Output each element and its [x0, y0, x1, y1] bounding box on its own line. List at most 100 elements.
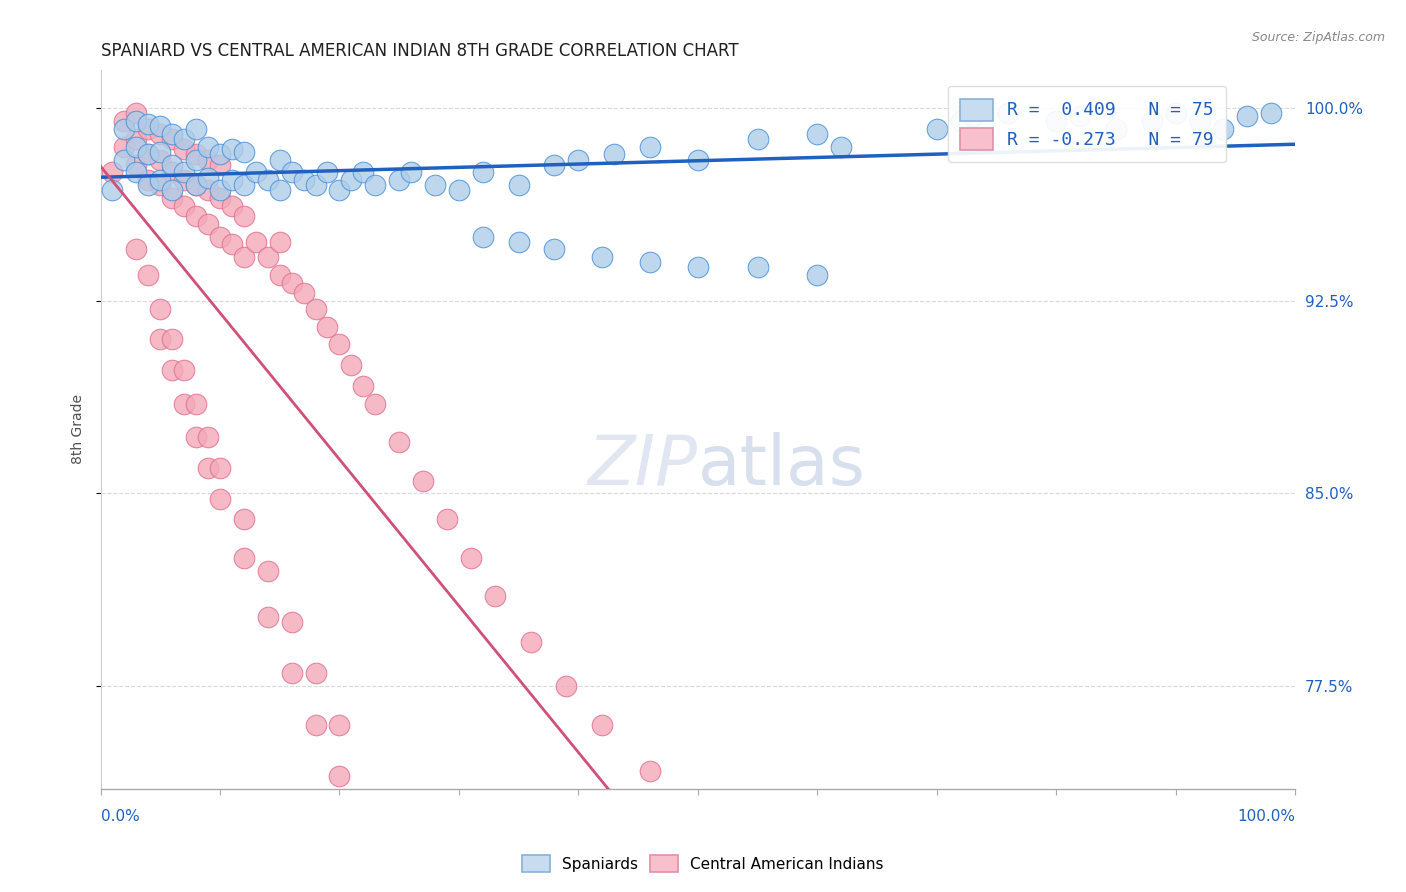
- Point: [149, 178, 172, 193]
- Point: [388, 435, 411, 450]
- Point: [471, 229, 494, 244]
- Point: [460, 550, 482, 565]
- Text: SPANIARD VS CENTRAL AMERICAN INDIAN 8TH GRADE CORRELATION CHART: SPANIARD VS CENTRAL AMERICAN INDIAN 8TH …: [100, 42, 738, 60]
- Point: [173, 396, 195, 410]
- Point: [280, 165, 302, 179]
- Point: [136, 268, 159, 282]
- Point: [1140, 114, 1163, 128]
- Point: [245, 235, 267, 249]
- Point: [304, 301, 326, 316]
- Point: [340, 173, 363, 187]
- Point: [221, 237, 243, 252]
- Point: [508, 235, 530, 249]
- Point: [208, 460, 231, 475]
- Point: [364, 396, 387, 410]
- Point: [638, 764, 661, 778]
- Point: [1045, 114, 1067, 128]
- Point: [173, 142, 195, 156]
- Point: [352, 821, 374, 835]
- Point: [184, 121, 207, 136]
- Point: [136, 173, 159, 187]
- Point: [149, 173, 172, 187]
- Point: [232, 250, 254, 264]
- Point: [280, 615, 302, 629]
- Point: [591, 250, 613, 264]
- Point: [519, 635, 541, 649]
- Point: [269, 153, 291, 167]
- Point: [328, 769, 350, 783]
- Text: 0.0%: 0.0%: [100, 809, 139, 824]
- Point: [160, 332, 183, 346]
- Point: [197, 170, 219, 185]
- Point: [125, 114, 148, 128]
- Point: [112, 114, 135, 128]
- Point: [184, 147, 207, 161]
- Point: [304, 666, 326, 681]
- Point: [412, 474, 434, 488]
- Point: [173, 363, 195, 377]
- Point: [638, 255, 661, 269]
- Point: [125, 106, 148, 120]
- Point: [543, 243, 565, 257]
- Point: [304, 717, 326, 731]
- Point: [208, 491, 231, 506]
- Point: [173, 199, 195, 213]
- Point: [1212, 121, 1234, 136]
- Point: [184, 209, 207, 223]
- Point: [340, 358, 363, 372]
- Point: [184, 430, 207, 444]
- Point: [352, 165, 374, 179]
- Point: [962, 109, 984, 123]
- Point: [184, 153, 207, 167]
- Point: [256, 609, 278, 624]
- Point: [949, 114, 972, 128]
- Point: [136, 178, 159, 193]
- Point: [280, 666, 302, 681]
- Point: [173, 165, 195, 179]
- Point: [256, 564, 278, 578]
- Text: Source: ZipAtlas.com: Source: ZipAtlas.com: [1251, 31, 1385, 45]
- Point: [245, 165, 267, 179]
- Point: [160, 183, 183, 197]
- Point: [328, 183, 350, 197]
- Point: [197, 430, 219, 444]
- Point: [197, 139, 219, 153]
- Point: [686, 800, 709, 814]
- Point: [136, 147, 159, 161]
- Point: [316, 319, 339, 334]
- Point: [830, 139, 852, 153]
- Point: [149, 301, 172, 316]
- Point: [567, 153, 589, 167]
- Point: [221, 199, 243, 213]
- Point: [136, 147, 159, 161]
- Point: [160, 158, 183, 172]
- Point: [269, 235, 291, 249]
- Point: [591, 717, 613, 731]
- Point: [686, 260, 709, 275]
- Point: [316, 165, 339, 179]
- Point: [292, 173, 315, 187]
- Point: [184, 396, 207, 410]
- Point: [160, 127, 183, 141]
- Point: [101, 183, 124, 197]
- Point: [208, 191, 231, 205]
- Point: [1188, 114, 1211, 128]
- Point: [149, 332, 172, 346]
- Point: [160, 132, 183, 146]
- Point: [208, 158, 231, 172]
- Point: [125, 158, 148, 172]
- Point: [447, 183, 470, 197]
- Point: [184, 178, 207, 193]
- Point: [149, 119, 172, 133]
- Point: [112, 153, 135, 167]
- Point: [484, 589, 506, 603]
- Point: [747, 260, 769, 275]
- Point: [149, 145, 172, 159]
- Point: [125, 165, 148, 179]
- Point: [304, 178, 326, 193]
- Point: [160, 363, 183, 377]
- Text: 100.0%: 100.0%: [1237, 809, 1295, 824]
- Point: [232, 178, 254, 193]
- Point: [269, 268, 291, 282]
- Point: [1069, 109, 1091, 123]
